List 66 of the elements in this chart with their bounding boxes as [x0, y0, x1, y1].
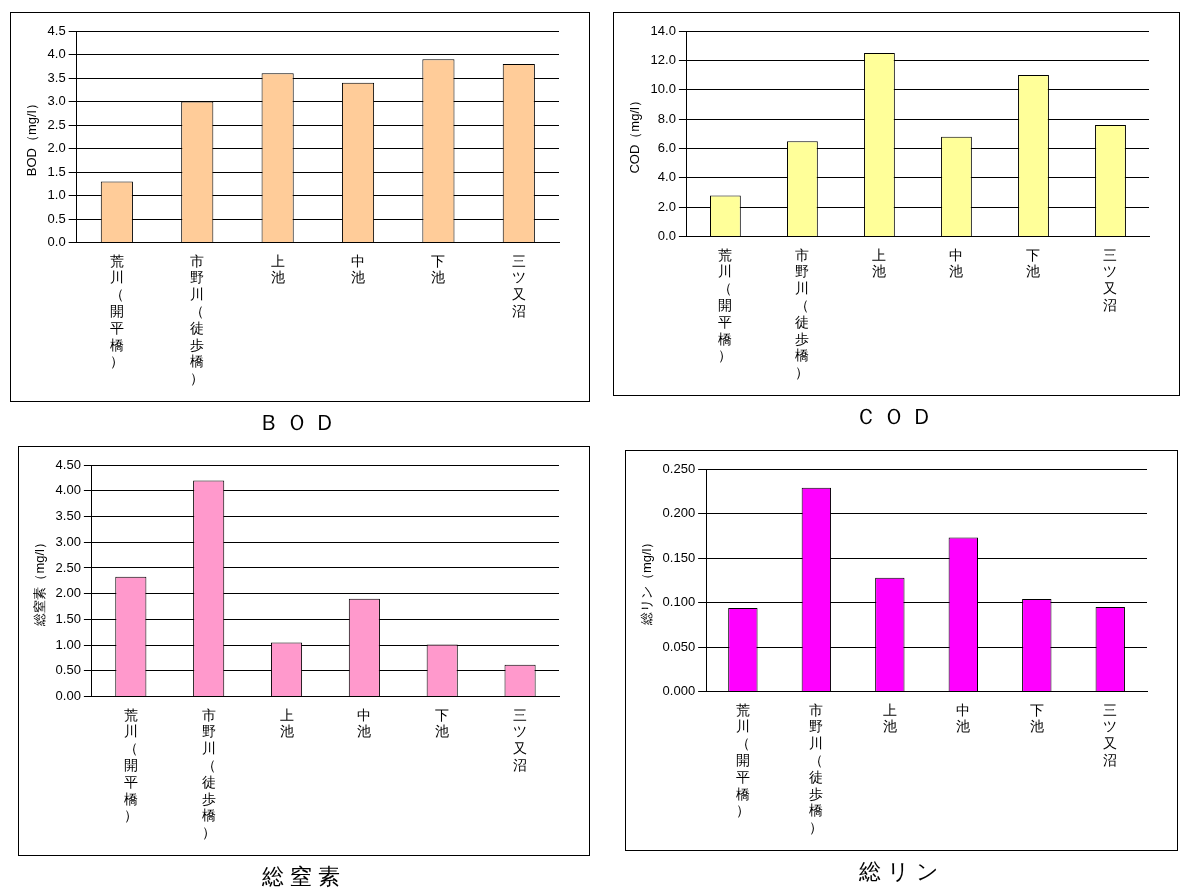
- y-axis-title: 総窒素（mg/l）: [32, 536, 48, 627]
- y-tick-label: 2.0: [47, 140, 66, 156]
- y-tick-label: 0.200: [662, 505, 696, 521]
- x-tick-label: 中池: [357, 706, 372, 740]
- text: 総窒素: [261, 863, 347, 891]
- y-tick-label: 12.0: [650, 51, 676, 67]
- x-tick-label: 中池: [956, 701, 971, 735]
- text: ＣＯＤ: [853, 403, 940, 431]
- y-tick-label: 1.00: [55, 636, 81, 652]
- text: 総リン: [857, 858, 946, 886]
- y-tick-label: 0.000: [662, 683, 696, 699]
- y-tick-label: 3.0: [47, 93, 66, 109]
- y-tick-label: 2.00: [55, 585, 81, 601]
- x-tick-label: 中池: [351, 252, 366, 286]
- y-tick-label: 0.5: [47, 210, 66, 226]
- x-tick-label: 上池: [279, 706, 294, 740]
- x-tick-label: 荒川（開平橋）: [718, 246, 733, 364]
- x-tick-label: 三ツ又沼: [1103, 701, 1118, 769]
- x-tick-label: 上池: [882, 701, 897, 735]
- y-tick-label: 4.00: [55, 482, 81, 498]
- y-tick-label: 14.0: [650, 22, 676, 38]
- x-tick-label: 市野川（徒歩橋）: [809, 701, 824, 836]
- x-tick-label: 市野川（徒歩橋）: [201, 706, 216, 841]
- y-tick-label: 0.250: [662, 460, 696, 476]
- y-tick-label: 1.5: [47, 163, 66, 179]
- y-tick-label: 8.0: [657, 110, 676, 126]
- x-tick-label: 中池: [949, 246, 964, 280]
- y-tick-label: 3.50: [55, 508, 81, 524]
- y-tick-label: 0.050: [662, 638, 696, 654]
- y-tick-label: 0.0: [47, 234, 66, 250]
- y-axis-title: BOD（mg/l）: [24, 97, 40, 177]
- y-tick-label: 0.50: [55, 662, 81, 678]
- y-tick-label: 10.0: [650, 81, 676, 97]
- x-tick-label: 市野川（徒歩橋）: [190, 252, 205, 387]
- y-axis-title: COD（mg/l）: [627, 94, 643, 174]
- y-tick-label: 4.0: [47, 46, 66, 62]
- y-tick-label: 0.150: [662, 549, 696, 565]
- y-tick-label: 3.00: [55, 533, 81, 549]
- y-tick-label: 0.00: [55, 688, 81, 704]
- x-tick-label: 下池: [1026, 246, 1041, 280]
- y-tick-label: 2.5: [47, 116, 66, 132]
- x-tick-label: 荒川（開平橋）: [735, 701, 750, 819]
- y-tick-label: 6.0: [657, 140, 676, 156]
- y-tick-label: 1.0: [47, 187, 66, 203]
- x-tick-label: 三ツ又沼: [513, 706, 528, 774]
- y-tick-label: 0.0: [657, 228, 676, 244]
- x-tick-label: 三ツ又沼: [511, 252, 526, 320]
- x-tick-label: 上池: [872, 246, 887, 280]
- y-tick-label: 4.0: [657, 169, 676, 185]
- x-tick-label: 下池: [435, 706, 450, 740]
- y-tick-label: 0.100: [662, 594, 696, 610]
- x-tick-label: 市野川（徒歩橋）: [795, 246, 810, 381]
- x-tick-label: 三ツ又沼: [1103, 246, 1118, 314]
- x-tick-label: 下池: [431, 252, 446, 286]
- y-axis-title: 総リン（mg/l）: [639, 535, 655, 627]
- y-tick-label: 4.50: [55, 456, 81, 472]
- x-tick-label: 下池: [1029, 701, 1044, 735]
- text: ＢＯＤ: [257, 409, 343, 437]
- x-tick-label: 荒川（開平橋）: [123, 706, 138, 824]
- y-tick-label: 1.50: [55, 610, 81, 626]
- y-tick-label: 4.5: [47, 22, 66, 38]
- y-tick-label: 2.50: [55, 559, 81, 575]
- x-tick-label: 荒川（開平橋）: [109, 252, 124, 370]
- y-tick-label: 3.5: [47, 69, 66, 85]
- x-tick-label: 上池: [270, 252, 285, 286]
- y-tick-label: 2.0: [657, 198, 676, 214]
